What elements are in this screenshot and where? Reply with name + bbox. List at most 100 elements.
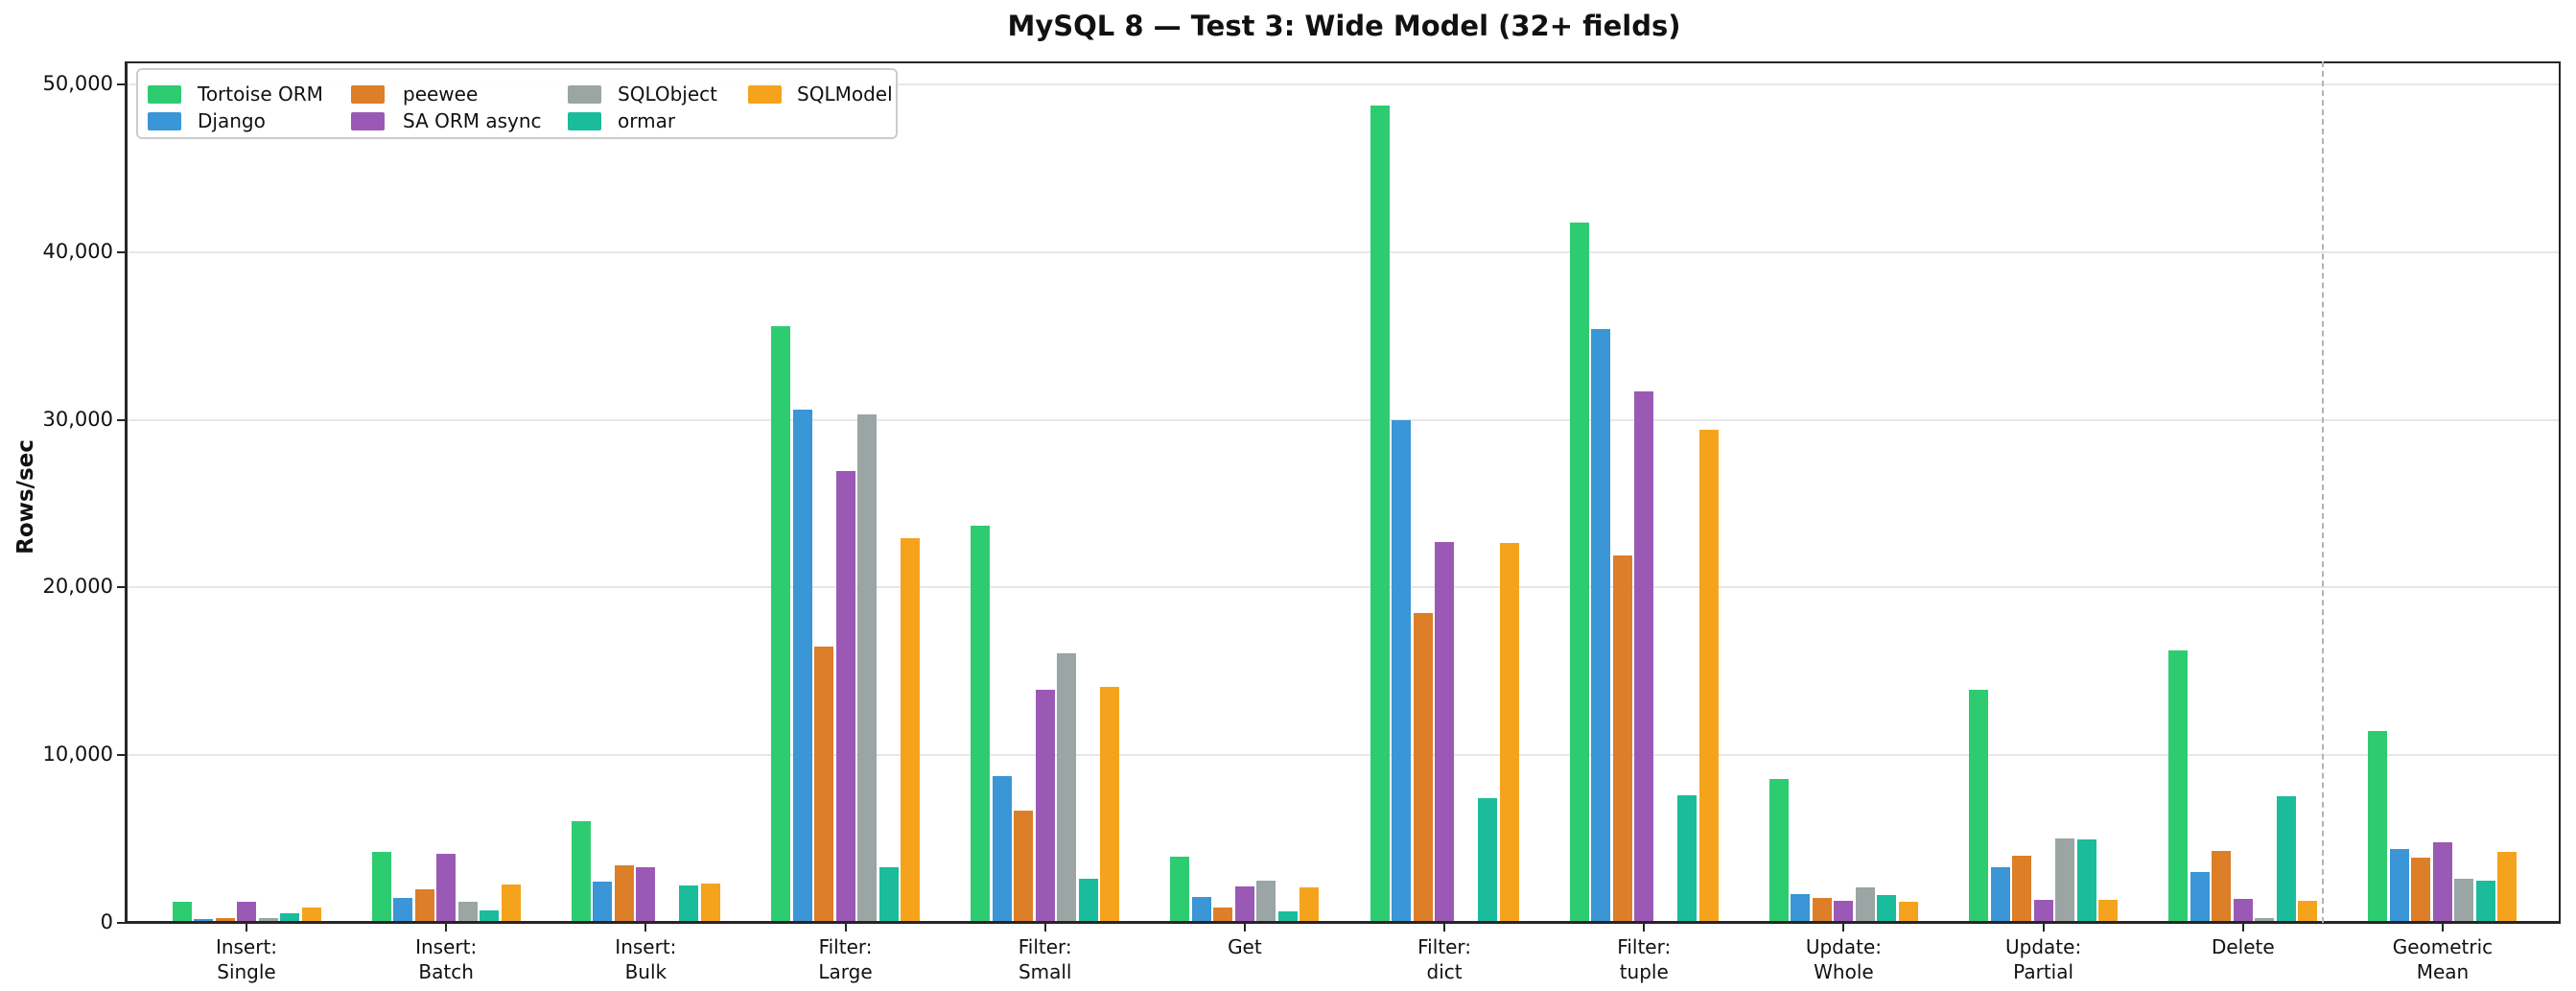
- bar-ormar-update-whole: [1877, 895, 1897, 923]
- bar-peewee-filter-large: [814, 647, 834, 923]
- x-tick-mark-insert-single: [246, 923, 247, 932]
- y-tick-label-10000: 10,000: [42, 743, 113, 767]
- legend-swatch-peewee: [351, 85, 385, 104]
- legend-label-django: Django: [198, 109, 266, 132]
- bar-ormar-filter-large: [878, 867, 899, 923]
- bar-django-insert-bulk: [593, 881, 613, 923]
- x-tick-label-geometric-mean: Geometric Mean: [2392, 935, 2494, 983]
- legend-label-peewee: peewee: [403, 83, 479, 106]
- bottom-spine: [125, 921, 2561, 924]
- legend-swatch-tortoise-orm: [148, 85, 181, 104]
- bar-sa-orm-async-insert-single: [237, 902, 256, 923]
- x-tick-mark-insert-bulk: [644, 923, 647, 932]
- bar-ormar-geometric-mean: [2475, 880, 2495, 923]
- bar-django-filter-large: [792, 410, 812, 923]
- bar-ormar-delete: [2276, 796, 2296, 923]
- y-tick-mark-30000: [117, 418, 126, 421]
- left-spine: [125, 61, 128, 924]
- gridline-20000: [128, 586, 2561, 589]
- x-tick-label-filter-small: Filter: Small: [1018, 935, 1072, 983]
- x-tick-label-get: Get: [1228, 935, 1262, 958]
- bar-ormar-insert-batch: [480, 909, 500, 923]
- x-tick-mark-filter-large: [844, 923, 847, 932]
- bar-sqlobject-geometric-mean: [2454, 879, 2474, 923]
- bar-ormar-insert-single: [280, 912, 299, 923]
- gridline-10000: [128, 754, 2561, 757]
- bar-tortoise-orm-update-whole: [1768, 779, 1789, 923]
- bar-tortoise-orm-insert-bulk: [571, 821, 591, 923]
- bar-sa-orm-async-filter-dict: [1435, 541, 1455, 923]
- bar-sqlmodel-geometric-mean: [2497, 852, 2517, 923]
- x-tick-label-insert-single: Insert: Single: [215, 935, 278, 983]
- legend-label-ormar: ormar: [618, 109, 676, 132]
- bar-peewee-delete: [2212, 851, 2232, 923]
- x-tick-label-filter-large: Filter: Large: [818, 935, 873, 983]
- bar-sqlobject-get: [1256, 880, 1276, 923]
- legend-label-sqlmodel: SQLModel: [797, 83, 893, 106]
- x-tick-label-update-whole: Update: Whole: [1805, 935, 1883, 983]
- x-tick-mark-geometric-mean: [2441, 923, 2444, 932]
- bar-sa-orm-async-filter-tuple: [1634, 390, 1654, 923]
- legend-label-sqlobject: SQLObject: [618, 83, 718, 106]
- legend-swatch-django: [148, 112, 181, 130]
- bar-ormar-insert-bulk: [679, 885, 699, 923]
- bar-peewee-filter-small: [1014, 810, 1034, 923]
- bar-ormar-get: [1277, 910, 1298, 923]
- legend-swatch-sa-orm-async: [351, 112, 385, 130]
- bar-django-delete: [2190, 871, 2210, 923]
- bar-peewee-insert-bulk: [614, 865, 634, 923]
- bar-sa-orm-async-delete: [2233, 899, 2253, 923]
- bar-sa-orm-async-geometric-mean: [2432, 841, 2452, 923]
- legend-label-sa-orm-async: SA ORM async: [403, 109, 542, 132]
- y-tick-mark-50000: [117, 83, 126, 85]
- bar-django-get: [1191, 897, 1211, 923]
- bar-django-insert-single: [194, 918, 213, 923]
- y-tick-label-20000: 20,000: [42, 575, 113, 599]
- bar-sqlmodel-update-whole: [1898, 901, 1918, 923]
- bar-sqlmodel-insert-bulk: [700, 884, 720, 923]
- bar-sqlmodel-delete: [2298, 900, 2318, 923]
- bar-tortoise-orm-insert-batch: [371, 851, 391, 923]
- x-tick-label-delete: Delete: [2211, 935, 2275, 958]
- bar-sqlobject-insert-batch: [457, 901, 478, 923]
- legend-swatch-sqlobject: [568, 85, 601, 104]
- bar-peewee-filter-tuple: [1612, 555, 1632, 923]
- bar-sqlobject-update-partial: [2055, 838, 2075, 923]
- x-tick-label-filter-tuple: Filter: tuple: [1617, 935, 1672, 983]
- bar-django-insert-batch: [393, 898, 413, 923]
- y-tick-label-0: 0: [100, 910, 113, 933]
- y-tick-mark-40000: [117, 250, 126, 253]
- bar-django-filter-dict: [1392, 419, 1412, 923]
- bar-ormar-filter-small: [1078, 879, 1098, 923]
- y-tick-mark-0: [117, 922, 126, 924]
- bar-django-geometric-mean: [2389, 849, 2409, 923]
- y-tick-label-30000: 30,000: [42, 407, 113, 431]
- bar-ormar-filter-dict: [1478, 798, 1498, 923]
- bar-ormar-update-partial: [2076, 839, 2096, 923]
- chart-title: MySQL 8 — Test 3: Wide Model (32+ fields…: [1007, 10, 1681, 42]
- bar-sqlobject-filter-small: [1057, 652, 1077, 923]
- bar-peewee-insert-single: [215, 918, 235, 923]
- top-spine: [125, 61, 2561, 63]
- bar-tortoise-orm-filter-large: [771, 325, 791, 923]
- bar-sa-orm-async-update-partial: [2033, 900, 2053, 923]
- bar-sa-orm-async-filter-large: [835, 470, 855, 923]
- x-tick-mark-filter-small: [1043, 923, 1046, 932]
- geometric-mean-separator-line: [2322, 61, 2324, 923]
- bar-sa-orm-async-get: [1234, 885, 1254, 923]
- bar-sqlmodel-filter-tuple: [1698, 430, 1719, 923]
- bar-sqlmodel-get: [1300, 887, 1320, 923]
- bar-tortoise-orm-get: [1170, 857, 1190, 923]
- bar-sqlobject-filter-large: [857, 413, 878, 923]
- y-tick-mark-20000: [117, 586, 126, 589]
- bar-sqlobject-update-whole: [1855, 887, 1875, 923]
- bar-tortoise-orm-geometric-mean: [2368, 730, 2388, 923]
- gridline-50000: [128, 83, 2561, 85]
- bar-sqlmodel-filter-small: [1100, 686, 1120, 923]
- bar-peewee-update-whole: [1812, 898, 1832, 923]
- y-axis-label: Rows/sec: [13, 439, 38, 554]
- right-spine: [2559, 61, 2561, 924]
- gridline-40000: [128, 250, 2561, 253]
- bar-tortoise-orm-filter-dict: [1370, 106, 1390, 923]
